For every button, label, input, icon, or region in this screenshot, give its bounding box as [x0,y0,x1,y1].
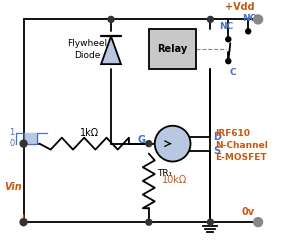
Circle shape [146,141,152,147]
Text: E-MOSFET: E-MOSFET [215,153,267,162]
Text: Vin: Vin [4,182,22,192]
Text: N-Channel: N-Channel [215,141,268,150]
Text: C: C [230,68,236,77]
Polygon shape [101,36,121,64]
Circle shape [254,15,263,24]
Circle shape [20,140,27,147]
Text: 10kΩ: 10kΩ [162,175,187,185]
Text: 0v: 0v [241,207,254,217]
Text: S: S [213,146,220,156]
Circle shape [254,218,263,227]
Text: +Vdd: +Vdd [224,2,254,12]
Circle shape [208,219,213,225]
Text: G: G [138,135,146,145]
Circle shape [246,29,251,34]
Circle shape [155,126,191,161]
Text: NC: NC [219,22,233,31]
Text: NO: NO [243,14,258,23]
Text: IRF610: IRF610 [215,129,250,138]
Text: 0: 0 [9,139,15,148]
Circle shape [20,219,27,226]
Bar [149,29,197,69]
Text: Flywheel
Diode: Flywheel Diode [67,39,107,60]
Circle shape [226,37,231,42]
Circle shape [146,219,152,225]
Text: D: D [213,132,221,142]
Text: Relay: Relay [158,44,188,54]
Text: 1kΩ: 1kΩ [79,128,99,138]
Polygon shape [24,133,38,144]
Circle shape [208,16,213,22]
Circle shape [108,16,114,22]
Circle shape [226,59,231,64]
Text: 1: 1 [9,128,15,137]
Text: TR₁: TR₁ [157,170,172,178]
